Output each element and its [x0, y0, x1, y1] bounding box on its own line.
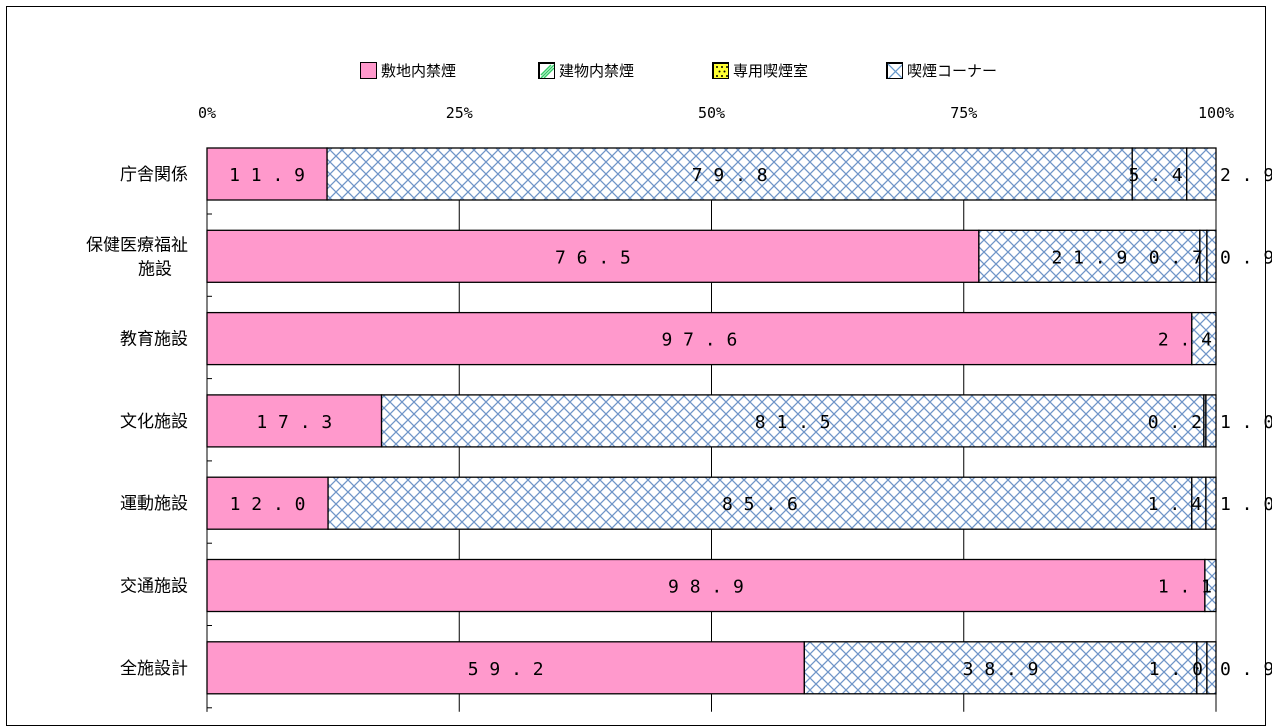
category-label: 保健医療福祉施設: [86, 235, 188, 279]
legend-item: 建物内禁煙: [538, 60, 634, 81]
data-label: 1 . 4: [1148, 494, 1202, 515]
data-label: 8 5 . 6: [722, 494, 798, 515]
data-label: 7 9 . 8: [692, 165, 768, 186]
data-label: 7 6 . 5: [555, 247, 631, 268]
bar-segment: [1191, 311, 1217, 366]
bar-segment: [803, 641, 1198, 695]
bar-segment: [978, 229, 1201, 283]
data-label: 5 9 . 2: [468, 659, 544, 680]
data-label: 8 1 . 5: [755, 412, 831, 433]
bar-segment: [1205, 394, 1217, 448]
legend-item: 喫煙コーナー: [886, 60, 997, 81]
bar-segment: [206, 311, 1193, 366]
x-tick-label: 25%: [446, 104, 473, 122]
x-tick-label: 0%: [198, 104, 216, 122]
data-label: 0 . 9: [1220, 247, 1272, 268]
bar-segment: [1204, 558, 1217, 613]
bar-segment: [1206, 641, 1217, 695]
category-label: 運動施設: [120, 494, 188, 514]
category-label: 全施設計: [120, 659, 188, 679]
bar-segment: [380, 394, 1205, 448]
legend-item: 敷地内禁煙: [360, 60, 456, 81]
category-label-line: 保健医療福祉: [86, 235, 188, 255]
legend-swatch-pink: [360, 62, 377, 79]
category-label: 交通施設: [120, 577, 188, 597]
bar-segment: [206, 558, 1206, 613]
x-tick-label: 75%: [950, 104, 977, 122]
legend-label: 専用喫煙室: [733, 62, 809, 80]
bar-segment: [327, 476, 1193, 530]
data-label: 1 . 1: [1158, 577, 1212, 598]
bar-segment: [206, 229, 980, 283]
category-label-line: 施設: [138, 259, 172, 279]
data-label: 2 . 9: [1220, 165, 1272, 186]
category-label: 教育施設: [120, 330, 188, 350]
legend: 敷地内禁煙 建物内禁煙 専用喫煙室 喫煙コーナー: [0, 60, 1272, 84]
data-label: 1 1 . 9: [229, 165, 305, 186]
legend-item: 専用喫煙室: [712, 60, 808, 81]
data-label: 0 . 2: [1148, 412, 1202, 433]
data-label: 0 . 9: [1220, 659, 1272, 680]
legend-swatch-yellow: [712, 62, 729, 79]
bar-segment: [1206, 229, 1217, 283]
data-label: 9 7 . 6: [661, 330, 737, 351]
category-label: 文化施設: [120, 412, 188, 432]
data-label: 1 7 . 3: [256, 412, 332, 433]
data-label: 0 . 7: [1149, 247, 1203, 268]
legend-swatch-green: [538, 62, 555, 79]
data-label: 1 . 0: [1149, 659, 1203, 680]
bar-segment: [206, 641, 805, 695]
legend-label: 喫煙コーナー: [907, 62, 998, 80]
bar-segment: [1131, 147, 1188, 201]
category-label: 庁舎関係: [120, 165, 188, 185]
data-label: 1 . 0: [1220, 412, 1272, 433]
bar-segment: [206, 394, 383, 448]
data-label: 9 8 . 9: [668, 577, 744, 598]
bar-segment: [206, 476, 329, 530]
data-label: 5 . 4: [1129, 165, 1183, 186]
data-label: 3 8 . 9: [963, 659, 1039, 680]
data-label: 2 . 4: [1158, 330, 1212, 351]
x-tick-label: 50%: [698, 104, 725, 122]
bar-segment: [326, 147, 1133, 201]
data-label: 1 2 . 0: [230, 494, 306, 515]
data-label: 1 . 0: [1220, 494, 1272, 515]
data-label: 2 1 . 9: [1051, 247, 1127, 268]
legend-label: 敷地内禁煙: [381, 62, 457, 80]
bar-segment: [1205, 476, 1217, 530]
legend-swatch-blue: [886, 62, 903, 79]
x-tick-label: 100%: [1198, 104, 1234, 122]
bar-segment: [1186, 147, 1217, 201]
legend-label: 建物内禁煙: [559, 62, 635, 80]
